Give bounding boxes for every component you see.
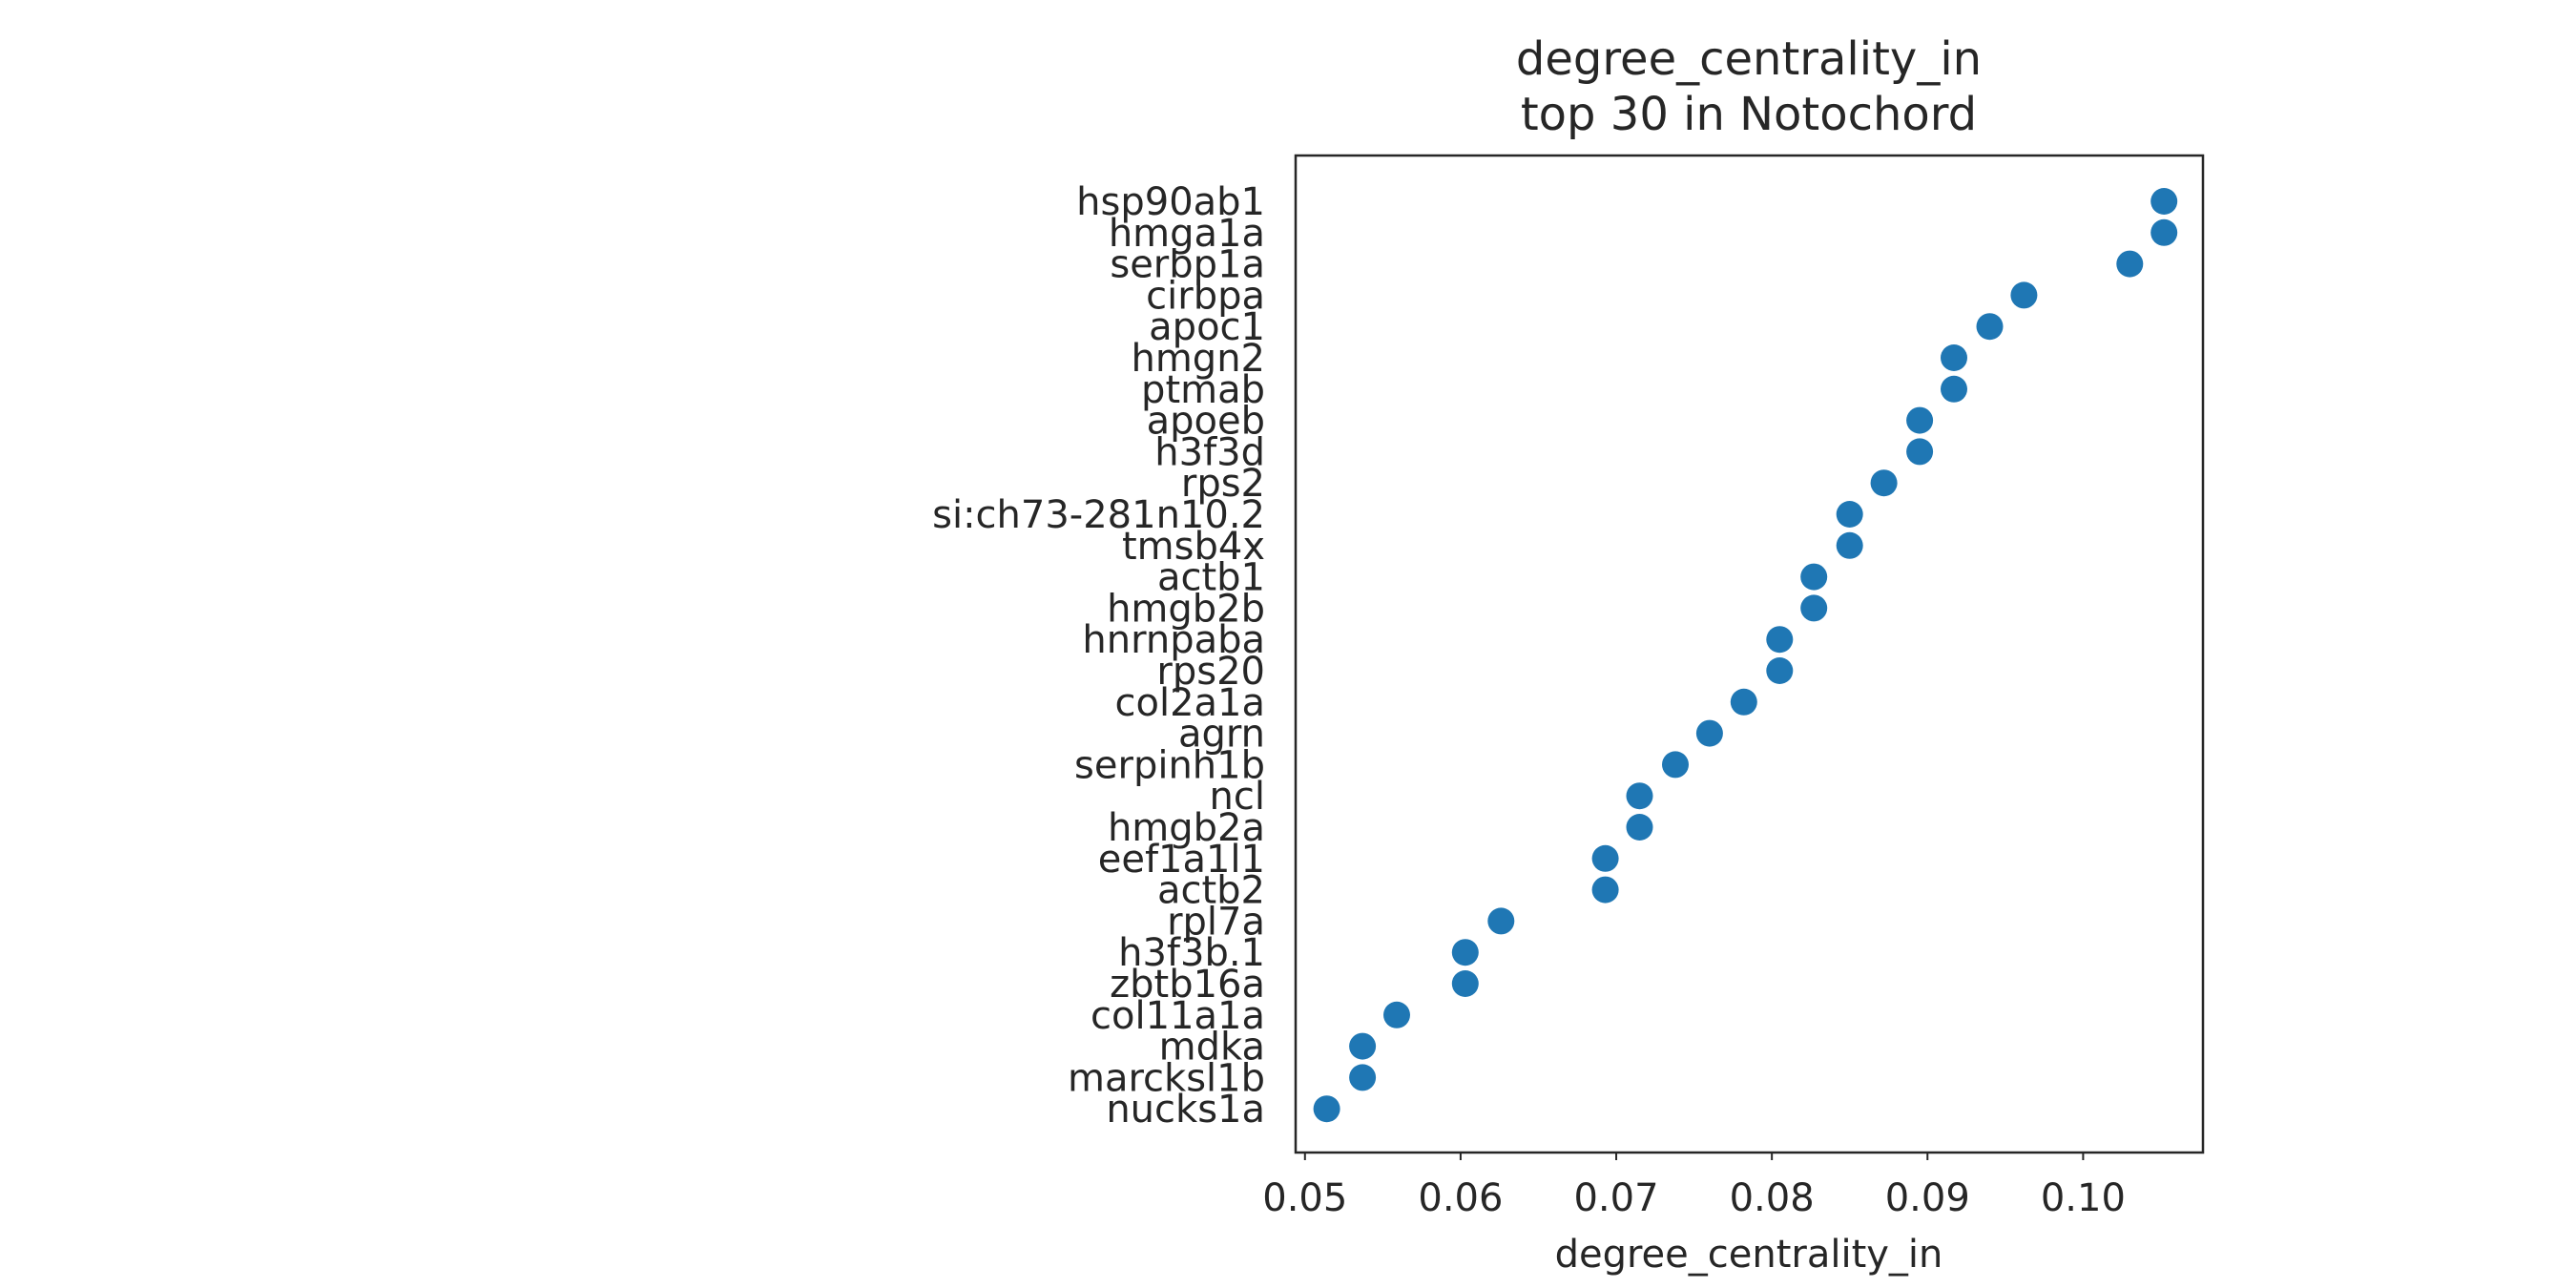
y-tick-label: rps2 — [1181, 462, 1265, 506]
y-tick-label: actb1 — [1157, 556, 1265, 600]
y-tick-label: cirbpa — [1146, 274, 1265, 318]
y-tick-label: h3f3b.1 — [1118, 931, 1265, 975]
y-tick-label: ptmab — [1141, 368, 1265, 412]
y-tick-label: marcksl1b — [1068, 1056, 1265, 1100]
data-point — [1906, 406, 1934, 434]
data-point — [1870, 469, 1898, 497]
data-point — [1800, 563, 1828, 591]
x-ticks: 0.05 0.06 0.07 0.08 0.09 0.10 — [1262, 1153, 2126, 1220]
data-point — [1800, 594, 1828, 622]
chart-title: degree_centrality_in — [1516, 32, 1982, 86]
y-tick-label: serbp1a — [1110, 243, 1265, 287]
data-point — [1695, 719, 1723, 747]
x-tick-label: 0.07 — [1573, 1176, 1658, 1220]
y-tick-label: h3f3d — [1154, 430, 1265, 474]
y-tick-label: si:ch73-281n10.2 — [932, 493, 1265, 537]
y-tick-label: apoc1 — [1149, 305, 1265, 349]
plot-area-frame — [1294, 154, 2205, 1154]
data-point — [1451, 939, 1479, 966]
data-point — [1836, 501, 1863, 528]
y-tick-label: hmgb2a — [1108, 806, 1265, 850]
x-tick-label: 0.05 — [1262, 1176, 1347, 1220]
data-point — [2150, 188, 2178, 215]
data-point — [1591, 876, 1619, 904]
y-tick-label: mdka — [1159, 1026, 1265, 1070]
data-point — [1349, 1064, 1377, 1091]
data-point — [1836, 531, 1863, 559]
y-tick-label: ncl — [1210, 775, 1265, 819]
data-point — [1662, 751, 1689, 779]
data-point — [1730, 688, 1757, 716]
y-tick-label: hmga1a — [1109, 212, 1265, 256]
data-point — [1766, 626, 1794, 654]
data-point — [1941, 375, 1967, 403]
y-tick-labels: hsp90ab1hmga1aserbp1acirbpaapoc1hmgn2ptm… — [932, 180, 1265, 1132]
x-tick-label: 0.08 — [1730, 1176, 1815, 1220]
y-tick-label: hnrnpaba — [1082, 618, 1265, 662]
data-point — [1906, 438, 1934, 466]
y-tick-label: zbtb16a — [1110, 963, 1265, 1007]
chart-subtitle: top 30 in Notochord — [1521, 88, 1977, 141]
y-tick-label: agrn — [1178, 713, 1265, 757]
data-point — [1941, 344, 1967, 371]
data-points — [1313, 188, 2178, 1123]
data-point — [1451, 970, 1479, 997]
data-point — [1626, 782, 1653, 810]
data-point — [1313, 1095, 1340, 1123]
data-point — [1487, 907, 1515, 935]
y-tick-label: col2a1a — [1115, 681, 1266, 725]
y-tick-label: rps20 — [1156, 650, 1265, 694]
y-tick-label: actb2 — [1157, 869, 1265, 913]
data-point — [1766, 657, 1794, 684]
data-point — [1349, 1032, 1377, 1060]
y-tick-label: col11a1a — [1091, 994, 1265, 1038]
y-tick-label: eef1a1l1 — [1098, 838, 1265, 882]
y-tick-label: hmgb2b — [1107, 587, 1265, 631]
data-point — [2010, 281, 2038, 309]
x-tick-label: 0.09 — [1885, 1176, 1970, 1220]
data-point — [2150, 218, 2178, 246]
y-tick-label: rpl7a — [1167, 900, 1265, 944]
x-tick-label: 0.06 — [1418, 1176, 1503, 1220]
data-point — [1626, 814, 1653, 841]
data-point — [1383, 1001, 1410, 1028]
y-tick-label: apoeb — [1147, 400, 1265, 444]
data-point — [1591, 844, 1619, 872]
y-tick-label: hsp90ab1 — [1076, 180, 1265, 224]
data-point — [1976, 313, 2004, 341]
x-tick-label: 0.10 — [2041, 1176, 2126, 1220]
data-point — [2116, 250, 2144, 278]
y-tick-label: serpinh1b — [1074, 743, 1265, 787]
x-axis-label: degree_centrality_in — [1555, 1233, 1943, 1277]
y-tick-label: hmgn2 — [1131, 337, 1265, 381]
y-tick-label: tmsb4x — [1122, 525, 1265, 569]
y-tick-label: nucks1a — [1106, 1088, 1265, 1132]
